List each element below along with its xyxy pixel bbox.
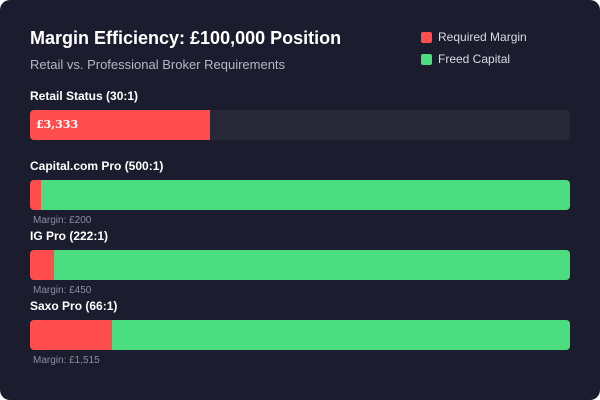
legend-required-margin: Required Margin	[421, 30, 527, 44]
row-label-ig: IG Pro (222:1)	[30, 229, 109, 243]
bar-track-capital-com	[30, 180, 570, 210]
legend-swatch-required	[421, 31, 432, 43]
margin-note-capital-com: Margin: £200	[33, 215, 92, 226]
bar-freed-ig	[54, 250, 570, 280]
legend-label-freed: Freed Capital	[438, 52, 511, 66]
margin-note-saxo: Margin: £1,515	[33, 355, 100, 366]
legend-freed-capital: Freed Capital	[421, 52, 510, 66]
chart-title: Margin Efficiency: £100,000 Position	[30, 28, 342, 48]
row-label-capital-com: Capital.com Pro (500:1)	[30, 159, 164, 173]
row-label-saxo: Saxo Pro (66:1)	[30, 299, 118, 313]
margin-note-ig: Margin: £450	[33, 285, 92, 296]
bar-value-label-retail: £3,333	[36, 118, 79, 131]
bar-freed-capital-com	[41, 180, 570, 210]
bar-required-saxo	[30, 320, 112, 350]
legend-swatch-freed	[421, 53, 432, 65]
bar-required-ig	[30, 250, 54, 280]
bar-required-capital-com	[30, 180, 41, 210]
legend-label-required: Required Margin	[438, 30, 527, 44]
bar-required-retail	[30, 110, 210, 140]
bar-track-retail: £3,333	[30, 110, 570, 140]
chart-subtitle: Retail vs. Professional Broker Requireme…	[30, 57, 286, 72]
bar-track-saxo	[30, 320, 570, 350]
bar-track-ig	[30, 250, 570, 280]
bar-freed-saxo	[112, 320, 570, 350]
row-label-retail: Retail Status (30:1)	[30, 89, 139, 103]
